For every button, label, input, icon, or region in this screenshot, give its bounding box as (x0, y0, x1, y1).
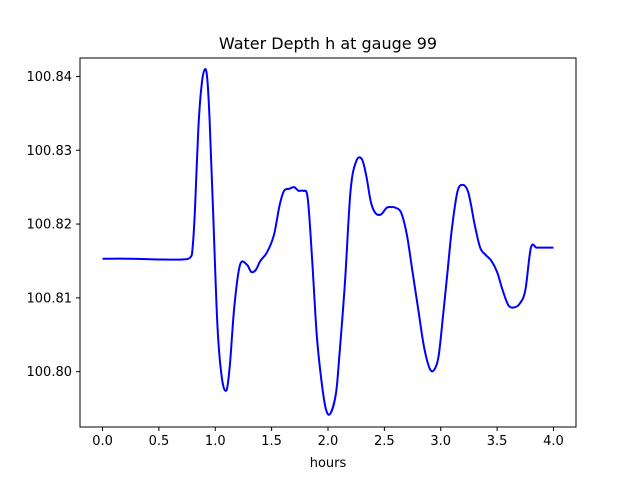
x-tick-label: 0.0 (92, 434, 113, 449)
chart-title: Water Depth h at gauge 99 (219, 34, 437, 53)
water-depth-line (102, 68, 554, 416)
y-tick-label: 100.83 (27, 144, 73, 159)
x-axis: 0.0 0.5 1.0 1.5 2.0 2.5 3.0 3.5 4.0 (92, 427, 564, 449)
x-tick-label: 3.0 (430, 434, 451, 449)
y-tick-label: 100.82 (27, 218, 73, 233)
x-tick-label: 1.0 (205, 434, 226, 449)
y-tick-label: 100.81 (27, 291, 73, 306)
x-tick-label: 2.0 (318, 434, 339, 449)
x-tick-label: 0.5 (149, 434, 170, 449)
y-axis: 100.80 100.81 100.82 100.83 100.84 (27, 70, 80, 380)
plot-area-frame (79, 57, 577, 428)
x-tick-label: 3.5 (487, 434, 508, 449)
x-tick-label: 2.5 (374, 434, 395, 449)
x-axis-label: hours (310, 456, 347, 471)
x-tick-label: 1.5 (261, 434, 282, 449)
y-tick-label: 100.80 (27, 365, 73, 380)
plot-series (102, 68, 554, 416)
x-tick-label: 4.0 (543, 434, 564, 449)
y-tick-label: 100.84 (27, 70, 73, 85)
